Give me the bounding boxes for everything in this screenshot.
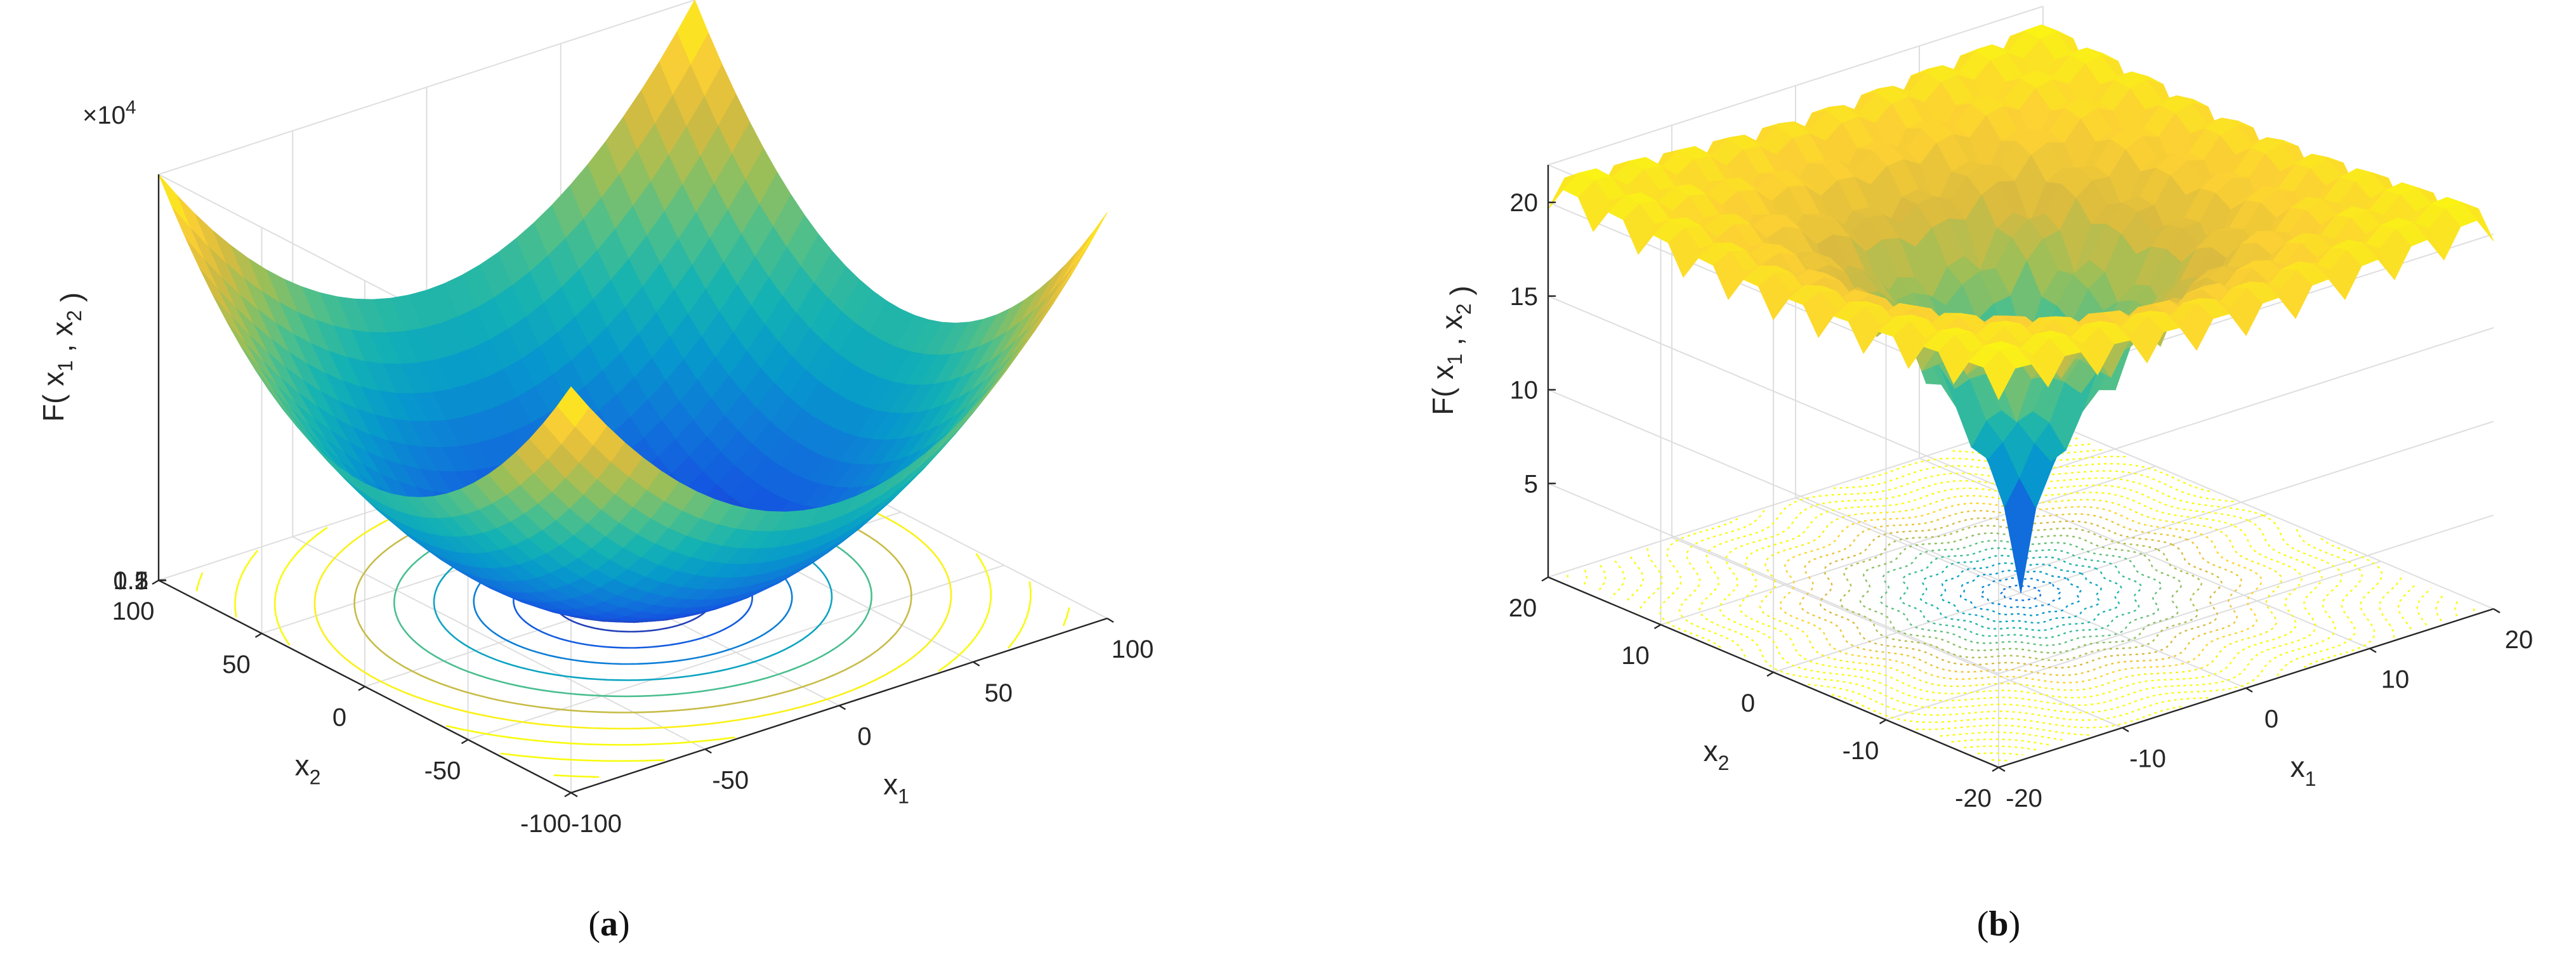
x-axis-label: x1 xyxy=(2290,750,2316,790)
x-tick-label: 10 xyxy=(2381,666,2410,694)
contour-line xyxy=(1819,517,2223,669)
y-tick-label: 0 xyxy=(1741,689,1755,717)
surface-patch xyxy=(556,386,589,427)
y-tick-label: -10 xyxy=(1843,737,1879,765)
surface-patch xyxy=(1048,248,1081,297)
contour-line xyxy=(1719,479,2323,707)
z-tick-label: 10 xyxy=(1510,377,1539,405)
contour-line xyxy=(1919,554,2122,632)
contour-line xyxy=(1980,577,2062,609)
y-tick-label: 20 xyxy=(1509,594,1537,622)
x-tick-label: -100 xyxy=(571,810,622,838)
y-tick-label: 50 xyxy=(222,651,251,679)
z-tick-label: 2 xyxy=(135,567,148,595)
y-tick-label: -100 xyxy=(520,810,571,838)
contour-line xyxy=(1610,440,2432,746)
x-axis-label: x1 xyxy=(883,768,909,808)
contour-line xyxy=(1699,472,2343,713)
x-tick-label: -50 xyxy=(712,766,749,794)
panel-caption: (a) xyxy=(588,904,629,944)
z-tick-label: 0.5 xyxy=(113,567,148,595)
z-axis-label: F( x1 , x2 ) xyxy=(37,292,88,422)
surface-patch xyxy=(1075,212,1108,264)
y-tick-label: 100 xyxy=(112,597,155,625)
x-tick-label: 0 xyxy=(2264,705,2278,733)
surface-patch xyxy=(1061,231,1094,282)
panel-a-chart: -100-50050100-100-500501000.511.52x1x2F(… xyxy=(37,0,1153,944)
contour-line xyxy=(2000,585,2042,601)
surface xyxy=(1548,24,2494,594)
x-tick-label: -10 xyxy=(2129,745,2166,773)
surface-patch xyxy=(1983,349,2016,401)
x-tick-label: 50 xyxy=(985,679,1013,707)
panel-caption: (b) xyxy=(1977,904,2020,944)
z-tick-label: 1.5 xyxy=(113,567,148,595)
surface xyxy=(158,0,1108,623)
contour-line xyxy=(1779,502,2263,684)
z-tick-label: 20 xyxy=(1510,189,1539,217)
z-tick-label: 5 xyxy=(1524,470,1538,498)
contour-line xyxy=(1596,435,2446,751)
contour-line xyxy=(1582,430,2460,756)
x-tick-label: -20 xyxy=(2006,785,2042,812)
x-tick-label: 0 xyxy=(857,723,871,751)
z-axis-label: F( x1 , x2 ) xyxy=(1426,285,1477,415)
z-tick-label: 1 xyxy=(135,567,148,595)
contour-line xyxy=(1859,532,2183,654)
y-axis-label: x2 xyxy=(1704,734,1730,774)
contour-line xyxy=(1624,445,2418,741)
contour-line xyxy=(1959,570,2082,616)
y-tick-label: 0 xyxy=(332,704,346,732)
z-tick-label: 15 xyxy=(1510,283,1539,311)
y-tick-label: 10 xyxy=(1621,642,1650,670)
contour-line xyxy=(1839,524,2202,661)
panel-b-chart: -20 -10 0 10 20 -20 -10 0 10 20 5 10 15 20 x1 x2 F( x1 ,… xyxy=(1426,6,2533,944)
y-axis-label: x2 xyxy=(295,749,321,789)
y-tick-label: -50 xyxy=(424,757,461,785)
x-tick-label: 20 xyxy=(2505,626,2533,654)
z-exponent-label: ×104 xyxy=(82,97,136,129)
y-tick-label: -20 xyxy=(1955,785,1992,812)
x-tick-label: 100 xyxy=(1112,635,1154,663)
